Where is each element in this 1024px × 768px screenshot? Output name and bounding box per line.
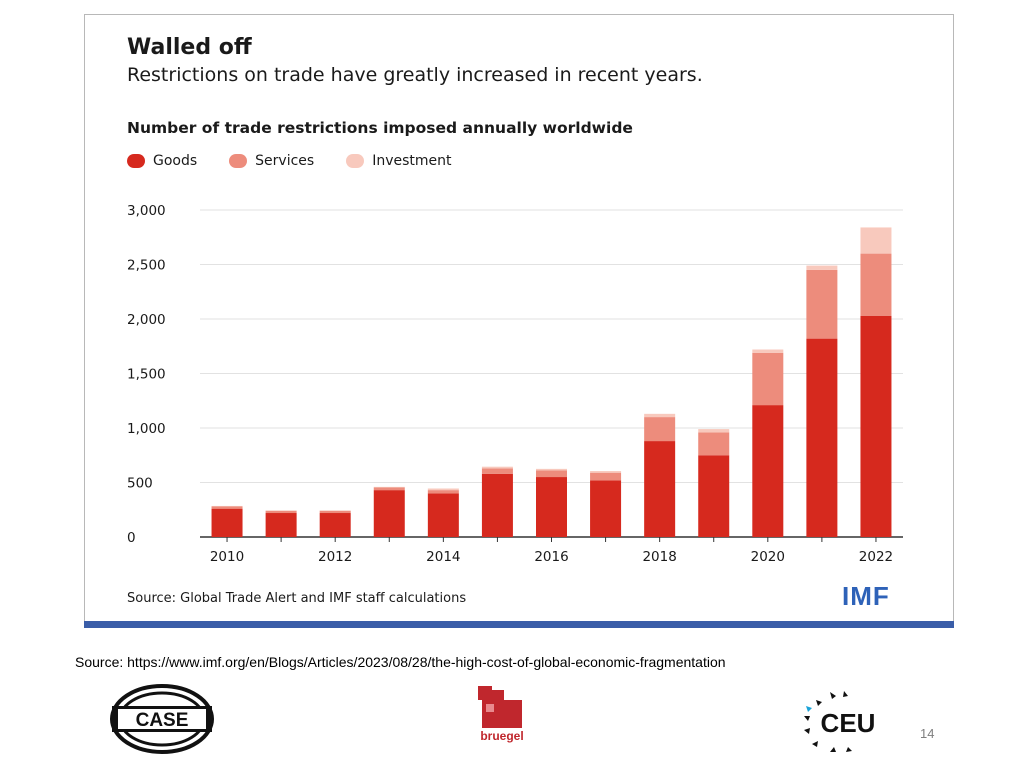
bar-goods-2014 <box>427 493 459 537</box>
bar-goods-2012 <box>319 513 351 537</box>
bar-goods-2016 <box>536 477 567 537</box>
chart-legend: Goods Services Investment <box>127 153 452 169</box>
y-tick-label: 3,000 <box>127 203 166 219</box>
case-logo: CASE <box>110 684 214 758</box>
ceu-logo: CEU <box>800 690 884 760</box>
bar-services-2015 <box>481 468 513 474</box>
chart-subtitle: Restrictions on trade have greatly incre… <box>127 64 703 86</box>
x-tick-label: 2014 <box>426 549 460 565</box>
bar-investment-2020 <box>752 349 784 353</box>
bar-investment-2010 <box>211 505 243 507</box>
y-tick-label: 2,000 <box>127 312 166 328</box>
bar-goods-2019 <box>698 455 730 537</box>
legend-swatch-investment <box>346 154 365 168</box>
bar-investment-2022 <box>860 227 892 254</box>
bar-investment-2019 <box>698 429 730 433</box>
case-logo-text: CASE <box>136 710 189 731</box>
legend-swatch-services <box>229 154 248 168</box>
bar-goods-2020 <box>752 405 784 537</box>
bar-services-2022 <box>860 253 892 316</box>
bar-goods-2015 <box>481 473 513 537</box>
slide-source-url: Source: https://www.imf.org/en/Blogs/Art… <box>75 654 726 670</box>
y-tick-label: 1,000 <box>127 421 166 437</box>
bar-services-2016 <box>536 470 567 478</box>
bar-goods-2017 <box>590 480 622 537</box>
bar-goods-2013 <box>373 490 405 537</box>
bar-investment-2012 <box>319 510 351 511</box>
bar-goods-2018 <box>644 441 676 537</box>
bar-services-2012 <box>319 510 351 514</box>
y-tick-label: 0 <box>127 530 136 546</box>
x-tick-label: 2010 <box>210 549 244 565</box>
bar-goods-2011 <box>265 513 297 537</box>
x-tick-label: 2016 <box>534 549 568 565</box>
bar-services-2010 <box>211 506 243 509</box>
bar-investment-2013 <box>373 486 405 488</box>
y-tick-label: 2,500 <box>127 258 166 274</box>
bar-goods-2021 <box>806 338 838 537</box>
bar-investment-2015 <box>481 466 513 469</box>
chart-title: Walled off <box>127 35 252 60</box>
bar-goods-2022 <box>860 315 892 537</box>
legend-item-services: Services <box>229 153 314 169</box>
bar-investment-2014 <box>427 488 459 491</box>
chart-panel: Walled off Restrictions on trade have gr… <box>84 14 954 626</box>
bar-investment-2011 <box>265 510 297 511</box>
x-tick-label: 2022 <box>859 549 893 565</box>
legend-item-investment: Investment <box>346 153 452 169</box>
x-tick-label: 2020 <box>751 549 785 565</box>
chart-source-note: Source: Global Trade Alert and IMF staff… <box>127 591 467 606</box>
y-tick-label: 500 <box>127 476 153 492</box>
x-tick-label: 2018 <box>642 549 676 565</box>
bar-services-2014 <box>427 490 459 494</box>
bar-investment-2018 <box>644 413 676 418</box>
bar-services-2020 <box>752 352 784 406</box>
bar-services-2011 <box>265 510 297 514</box>
bar-services-2019 <box>698 432 730 456</box>
bar-investment-2021 <box>806 265 838 270</box>
ceu-logo-text: CEU <box>821 708 876 738</box>
bar-goods-2010 <box>211 508 243 537</box>
legend-item-goods: Goods <box>127 153 197 169</box>
panel-bottom-rule <box>84 621 954 628</box>
legend-label-goods: Goods <box>153 153 198 169</box>
bruegel-logo-text: bruegel <box>480 729 523 743</box>
bar-chart: 0 500 1,000 1,500 2,000 2,500 3,000 2010 2012 201… <box>127 203 903 565</box>
bar-investment-2017 <box>590 471 622 473</box>
bar-services-2013 <box>373 487 405 491</box>
bar-services-2018 <box>644 417 676 442</box>
legend-label-services: Services <box>255 153 315 169</box>
legend-label-investment: Investment <box>372 153 452 169</box>
x-tick-label: 2012 <box>318 549 352 565</box>
imf-logo: IMF <box>842 581 890 611</box>
y-tick-label: 1,500 <box>127 367 166 383</box>
bar-services-2017 <box>590 472 622 481</box>
chart-heading: Number of trade restrictions imposed ann… <box>127 119 633 137</box>
page-number: 14 <box>920 726 935 741</box>
bar-services-2021 <box>806 269 838 339</box>
legend-swatch-goods <box>127 154 145 168</box>
bruegel-logo: bruegel <box>474 684 534 750</box>
bar-investment-2016 <box>536 468 567 471</box>
